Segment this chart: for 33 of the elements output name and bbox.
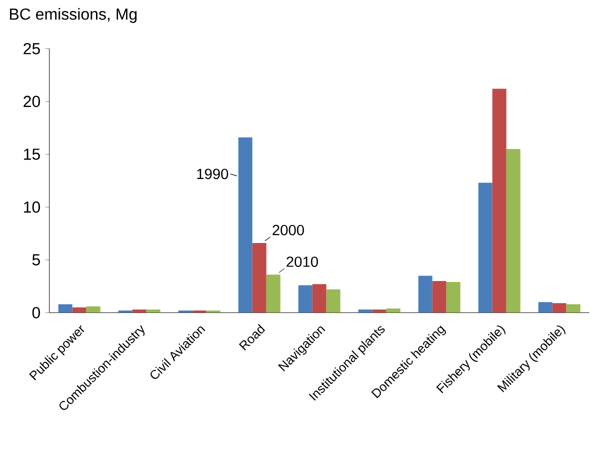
bar	[492, 88, 506, 313]
bar	[538, 302, 552, 313]
bar	[386, 308, 400, 313]
y-tick-label: 15	[24, 148, 40, 160]
bar	[312, 284, 326, 313]
bar	[58, 304, 72, 313]
bar	[326, 289, 340, 313]
bar	[446, 282, 460, 313]
bar	[298, 285, 312, 313]
bar	[432, 280, 446, 313]
bar	[478, 182, 492, 313]
y-tick-label: 20	[24, 96, 40, 108]
bar	[146, 310, 160, 313]
series-label: 2000	[272, 224, 304, 236]
bar	[358, 310, 372, 313]
y-tick-label: 5	[32, 254, 40, 266]
y-tick-label: 10	[24, 201, 40, 213]
bar	[252, 242, 266, 313]
bar	[552, 303, 566, 313]
bar	[72, 307, 86, 313]
bar	[132, 310, 146, 313]
bar	[566, 304, 580, 313]
bar	[266, 274, 280, 313]
bar	[86, 306, 100, 313]
bar	[238, 137, 252, 313]
series-label: 2010	[286, 256, 318, 267]
y-axis-title: BC emissions, Mg	[10, 8, 137, 23]
y-tick-label: 0	[32, 307, 40, 318]
y-tick-label: 25	[24, 43, 40, 54]
bar	[372, 310, 386, 313]
series-label: 1990	[197, 168, 228, 180]
bar	[506, 148, 520, 313]
bar	[418, 276, 432, 313]
